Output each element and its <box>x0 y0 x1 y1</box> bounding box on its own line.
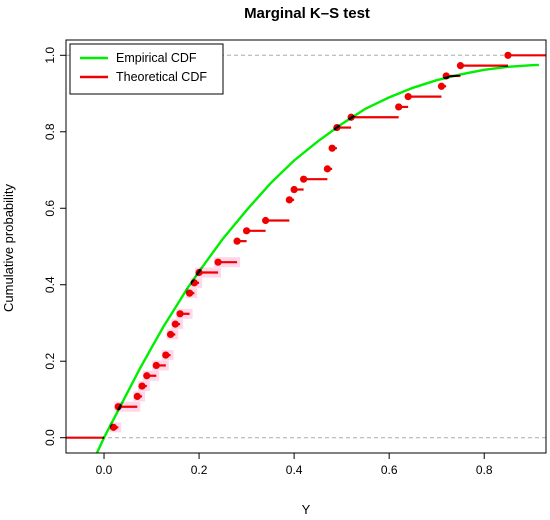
theoretical-step-point <box>290 185 298 194</box>
x-axis-label: Y <box>302 502 311 517</box>
legend: Empirical CDF Theoretical CDF <box>69 43 224 95</box>
x-tick-label: 0.0 <box>96 463 113 477</box>
theoretical-step-point <box>328 144 336 152</box>
theoretical-cdf-steps <box>66 51 546 439</box>
y-axis-label: Cumulative probability <box>1 184 16 312</box>
theoretical-step-point <box>456 62 465 70</box>
y-axis: 0.0 0.2 0.4 0.6 0.8 1.0 <box>43 47 66 446</box>
theoretical-step-point <box>395 103 403 111</box>
theoretical-step-point <box>437 82 446 90</box>
y-tick-label: 0.8 <box>43 123 57 140</box>
chart-title: Marginal K–S test <box>244 5 370 22</box>
theoretical-step-point <box>152 361 160 370</box>
theoretical-step-point <box>504 51 512 59</box>
theoretical-step-point <box>300 175 308 183</box>
theoretical-step-point <box>262 216 270 225</box>
x-tick-label: 0.4 <box>286 463 303 477</box>
reference-lines <box>66 54 546 439</box>
y-tick-label: 0.6 <box>43 200 57 217</box>
theoretical-step-point <box>242 227 251 235</box>
theoretical-step-point <box>176 310 184 318</box>
y-tick-label: 1.0 <box>43 47 57 64</box>
theoretical-step-point <box>162 351 170 359</box>
theoretical-step-point <box>166 330 175 339</box>
theoretical-step-point <box>109 423 118 431</box>
theoretical-step-point <box>185 289 194 297</box>
x-tick-label: 0.2 <box>191 463 208 477</box>
theoretical-step-point <box>138 382 146 390</box>
theoretical-step-point <box>404 92 412 101</box>
theoretical-step-point <box>171 320 179 328</box>
theoretical-step-point <box>233 237 241 245</box>
legend-label-theoretical: Theoretical CDF <box>116 70 207 84</box>
theoretical-step-point <box>133 392 141 401</box>
theoretical-step-point <box>143 372 151 380</box>
y-tick-label: 0.0 <box>43 429 57 446</box>
legend-box <box>69 43 224 95</box>
x-axis: 0.0 0.2 0.4 0.6 0.8 <box>96 453 493 477</box>
empirical-cdf-curve-group <box>95 63 539 454</box>
theoretical-step-point <box>214 258 222 266</box>
theoretical-step-point <box>323 165 331 173</box>
x-tick-label: 0.6 <box>381 463 398 477</box>
legend-label-empirical: Empirical CDF <box>116 51 197 65</box>
empirical-cdf-curve <box>95 63 539 454</box>
plot-frame <box>65 39 547 454</box>
y-tick-label: 0.4 <box>43 276 57 293</box>
y-tick-label: 0.2 <box>43 353 57 370</box>
theoretical-step-point <box>285 196 293 204</box>
x-tick-label: 0.8 <box>476 463 493 477</box>
